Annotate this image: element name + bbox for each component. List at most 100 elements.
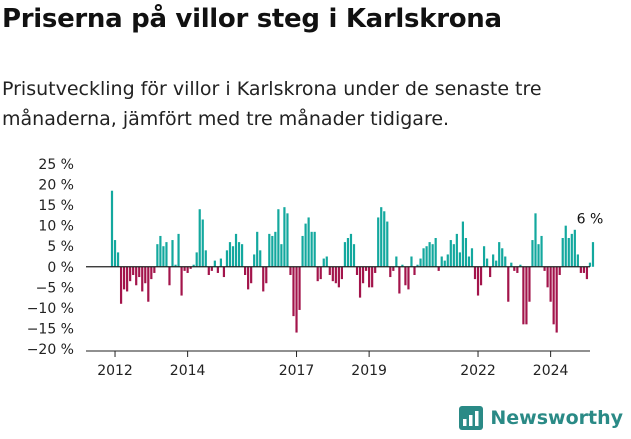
bar bbox=[207, 266, 210, 275]
y-tick-label: 25 % bbox=[38, 157, 74, 173]
bar bbox=[416, 264, 419, 267]
bar bbox=[492, 254, 495, 267]
bar bbox=[180, 266, 183, 296]
bar bbox=[304, 223, 307, 267]
bar bbox=[247, 266, 250, 290]
bar bbox=[473, 266, 477, 280]
bar bbox=[334, 266, 337, 284]
bar bbox=[186, 266, 189, 273]
bar bbox=[189, 266, 192, 269]
y-tick-label: −5 % bbox=[36, 280, 74, 296]
bar bbox=[543, 266, 546, 271]
bar bbox=[337, 266, 340, 288]
bar bbox=[489, 266, 492, 278]
bar bbox=[201, 219, 204, 267]
bar bbox=[558, 266, 561, 275]
bar bbox=[510, 262, 513, 267]
bar bbox=[283, 207, 286, 267]
bar bbox=[476, 266, 480, 296]
bar bbox=[470, 248, 474, 267]
bar bbox=[280, 244, 283, 267]
bar bbox=[119, 266, 123, 304]
bar bbox=[464, 238, 468, 267]
bar bbox=[198, 209, 201, 267]
bar bbox=[395, 256, 398, 267]
bar bbox=[561, 238, 564, 267]
bar bbox=[573, 229, 576, 267]
bar bbox=[110, 190, 114, 267]
bar bbox=[434, 238, 437, 267]
x-tick-label: 2014 bbox=[170, 363, 206, 379]
bar bbox=[513, 266, 516, 271]
bar bbox=[486, 258, 489, 267]
bar bbox=[165, 242, 168, 267]
bar bbox=[274, 231, 277, 267]
bar bbox=[461, 221, 464, 267]
chart-title: Priserna på villor steg i Karlskrona bbox=[2, 4, 502, 34]
bar bbox=[213, 260, 216, 267]
bar bbox=[371, 266, 374, 288]
bar bbox=[298, 266, 301, 310]
bar bbox=[440, 256, 443, 267]
bar bbox=[516, 266, 519, 273]
bar bbox=[428, 242, 431, 267]
bar bbox=[123, 266, 126, 290]
bar bbox=[398, 266, 401, 294]
bar bbox=[153, 266, 156, 273]
bar bbox=[295, 266, 298, 333]
bar bbox=[222, 266, 226, 278]
chart-subtitle: Prisutveckling för villor i Karlskrona u… bbox=[2, 78, 542, 130]
bar bbox=[422, 248, 425, 267]
bar bbox=[313, 231, 316, 267]
bar bbox=[525, 266, 528, 325]
bar bbox=[126, 266, 129, 292]
bar bbox=[216, 266, 219, 273]
y-tick-label: −10 % bbox=[27, 301, 74, 317]
bar bbox=[358, 266, 362, 298]
y-tick-label: −15 % bbox=[27, 321, 74, 337]
bar bbox=[401, 264, 404, 267]
bar bbox=[591, 242, 595, 267]
bar bbox=[446, 254, 449, 267]
bar bbox=[307, 217, 310, 267]
bar bbox=[352, 244, 356, 267]
bar bbox=[259, 250, 262, 267]
bar bbox=[159, 235, 162, 267]
bar bbox=[431, 244, 434, 267]
bar bbox=[171, 240, 174, 267]
bar bbox=[349, 233, 353, 267]
bar bbox=[177, 233, 180, 267]
bar bbox=[162, 246, 165, 267]
bar bbox=[522, 266, 525, 325]
bar bbox=[244, 266, 247, 275]
bar bbox=[528, 266, 531, 302]
bar bbox=[576, 254, 579, 267]
bar bbox=[237, 242, 241, 267]
bar bbox=[322, 258, 325, 267]
bar bbox=[234, 233, 238, 267]
bar bbox=[579, 266, 582, 273]
bar bbox=[141, 266, 144, 292]
bar bbox=[452, 244, 455, 267]
bar bbox=[225, 250, 229, 267]
bar bbox=[346, 238, 350, 267]
bar bbox=[277, 209, 280, 267]
bar bbox=[377, 217, 380, 267]
bar bbox=[386, 221, 389, 267]
bar bbox=[519, 264, 522, 267]
x-tick-label: 2024 bbox=[533, 363, 569, 379]
bar bbox=[132, 266, 135, 275]
bar bbox=[195, 252, 198, 267]
bar bbox=[437, 266, 440, 271]
bar bbox=[404, 266, 407, 286]
brand-name: Newsworthy bbox=[490, 407, 623, 429]
bar bbox=[537, 244, 540, 267]
bar bbox=[286, 213, 289, 267]
bar bbox=[253, 254, 256, 267]
bar bbox=[467, 256, 471, 267]
bar bbox=[301, 235, 304, 267]
bar bbox=[310, 231, 313, 267]
brand-logo: Newsworthy bbox=[458, 405, 623, 431]
bar bbox=[113, 240, 117, 267]
